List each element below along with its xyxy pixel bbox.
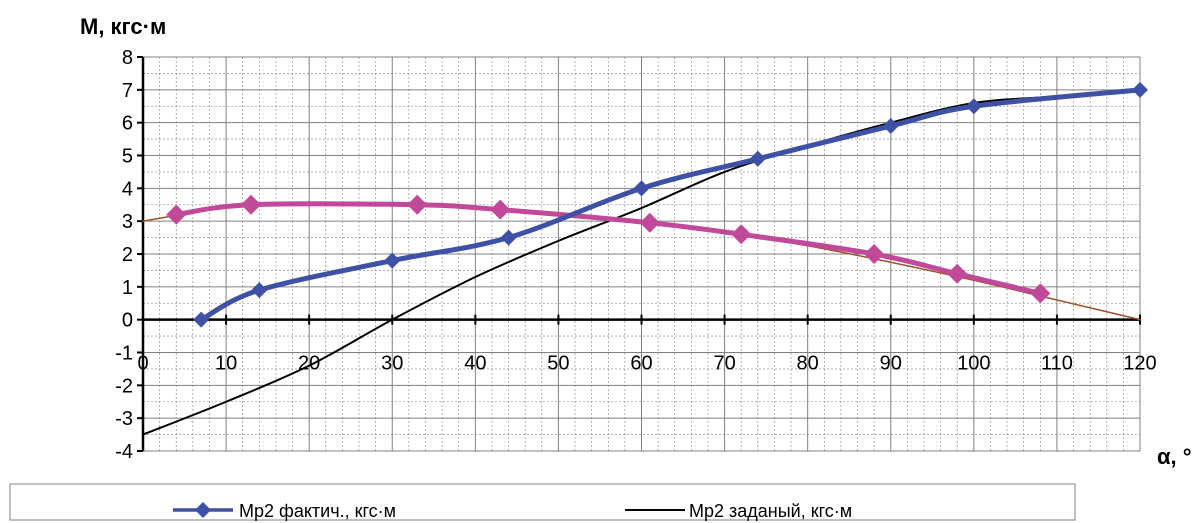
series-layer xyxy=(142,81,1148,436)
y-tick-label: 2 xyxy=(122,244,133,266)
series-3-point xyxy=(639,212,660,233)
y-tick-label: 4 xyxy=(122,178,133,200)
y-tick-label: -1 xyxy=(115,343,133,365)
y-tick-label: 0 xyxy=(122,310,133,332)
x-tick-label: 80 xyxy=(797,353,819,375)
y-tick-label: -4 xyxy=(115,441,133,463)
series-1-point xyxy=(749,150,766,167)
series-1-point xyxy=(882,117,899,134)
x-tick-label: 60 xyxy=(630,353,652,375)
axes xyxy=(137,56,1141,452)
series-1-point xyxy=(500,229,517,246)
y-tick-label: 3 xyxy=(122,211,133,233)
x-tick-label: 120 xyxy=(1123,353,1156,375)
legend-box xyxy=(9,483,1076,521)
series-3-point xyxy=(864,244,885,264)
y-tick-label: -2 xyxy=(115,375,133,397)
y-tick-label: 6 xyxy=(122,113,133,135)
x-tick-label: 20 xyxy=(298,353,320,375)
grid xyxy=(142,56,1141,452)
y-tick-labels: -4 -3 -2 -1 0 1 2 3 4 5 6 7 8 xyxy=(115,47,133,463)
y-tick-label: 8 xyxy=(122,47,133,69)
legend-label-series-1: Мр2 фактич., кгс·м xyxy=(239,501,396,521)
series-1-point xyxy=(193,311,210,328)
x-tick-label: 40 xyxy=(464,353,486,375)
series-1-point xyxy=(1132,81,1148,98)
x-tick-label: 90 xyxy=(880,353,902,375)
series-3-point xyxy=(947,263,968,284)
series-3-point xyxy=(1030,283,1051,304)
x-tick-label: 110 xyxy=(1041,353,1073,375)
y-tick-label: 7 xyxy=(122,80,133,102)
x-axis-title: α, ° xyxy=(1157,444,1192,469)
x-tick-label: 50 xyxy=(547,353,569,375)
y-tick-label: -3 xyxy=(115,408,133,430)
series-1-point xyxy=(251,282,268,299)
series-3-point xyxy=(166,204,187,225)
series-3-point xyxy=(731,224,752,245)
x-tick-label: 30 xyxy=(381,353,403,375)
y-axis-title: M, кгс·м xyxy=(80,14,166,39)
y-tick-label: 1 xyxy=(122,277,133,299)
series-1-point xyxy=(633,180,650,197)
series-1-point xyxy=(384,252,401,269)
legend-marker-series-1 xyxy=(195,502,211,518)
y-tick-label: 5 xyxy=(122,146,133,168)
series-1-point xyxy=(965,98,982,115)
x-tick-labels: 0 10 20 30 40 50 60 70 80 90 100 110 120 xyxy=(137,353,1156,375)
series-3-point xyxy=(490,199,511,220)
series-3-point xyxy=(241,194,262,215)
x-tick-label: 70 xyxy=(713,353,735,375)
x-tick-label: 10 xyxy=(215,353,237,375)
series-3-point xyxy=(407,194,428,215)
legend: Мр2 фактич., кгс·м Мр2 заданый, кгс·м xyxy=(9,483,1076,521)
legend-label-series-2: Мр2 заданый, кгс·м xyxy=(689,501,852,521)
x-tick-label: 0 xyxy=(137,353,148,375)
x-tick-label: 100 xyxy=(957,353,990,375)
